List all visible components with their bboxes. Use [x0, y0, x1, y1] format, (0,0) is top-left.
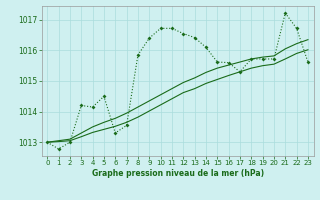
X-axis label: Graphe pression niveau de la mer (hPa): Graphe pression niveau de la mer (hPa): [92, 169, 264, 178]
